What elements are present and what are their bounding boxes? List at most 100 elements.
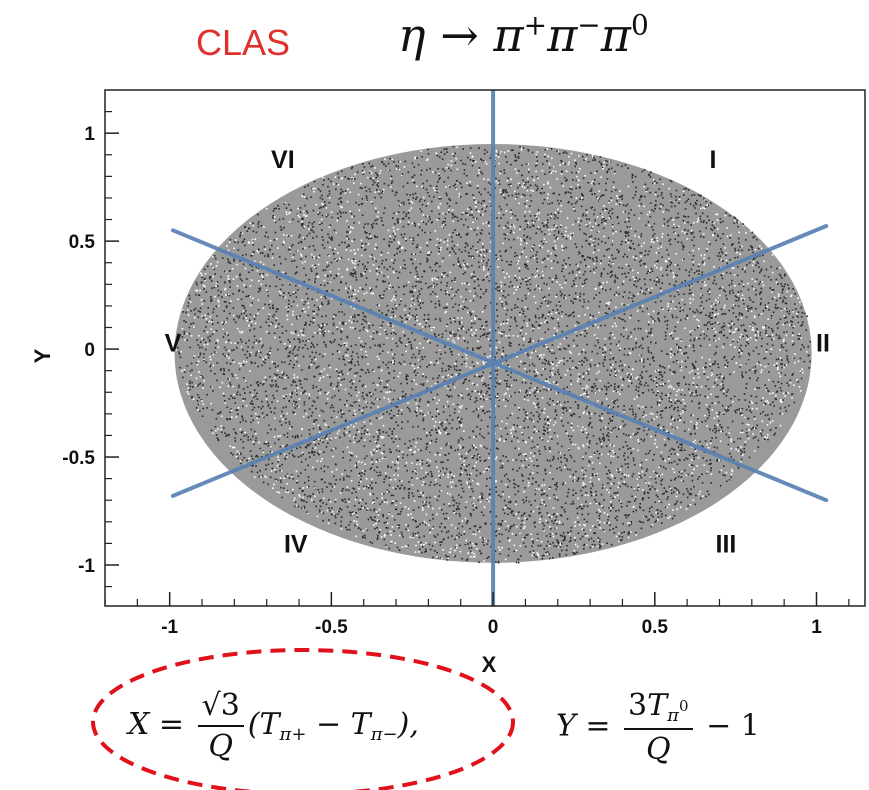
scatter-point xyxy=(463,430,465,432)
scatter-point xyxy=(534,395,537,397)
scatter-point xyxy=(624,231,626,233)
scatter-point xyxy=(558,401,561,404)
scatter-point xyxy=(584,330,586,332)
scatter-point xyxy=(370,224,373,226)
scatter-point xyxy=(212,390,214,392)
scatter-point xyxy=(595,494,597,497)
scatter-point xyxy=(284,376,286,379)
scatter-point xyxy=(435,270,437,272)
scatter-point xyxy=(445,554,447,557)
scatter-point xyxy=(747,310,749,312)
scatter-point xyxy=(650,477,652,480)
scatter-point xyxy=(616,494,619,497)
scatter-point xyxy=(355,201,357,204)
scatter-point xyxy=(547,360,550,363)
scatter-point xyxy=(285,387,287,390)
scatter-point xyxy=(598,282,601,284)
scatter-point xyxy=(452,510,455,512)
scatter-point xyxy=(237,457,239,460)
scatter-point xyxy=(310,415,313,417)
scatter-point xyxy=(485,459,487,461)
scatter-point xyxy=(723,322,725,324)
scatter-point xyxy=(441,226,444,228)
scatter-point xyxy=(379,417,381,420)
scatter-point xyxy=(780,401,783,403)
scatter-point xyxy=(570,196,572,198)
scatter-point xyxy=(664,338,667,341)
scatter-point xyxy=(523,512,526,514)
scatter-point xyxy=(359,508,362,510)
scatter-point xyxy=(684,327,686,329)
scatter-point xyxy=(791,340,794,342)
scatter-point xyxy=(656,384,658,386)
scatter-point xyxy=(498,331,500,334)
scatter-point xyxy=(681,259,684,261)
scatter-point xyxy=(641,498,644,501)
scatter-point xyxy=(232,307,235,309)
scatter-point xyxy=(201,276,204,279)
scatter-point xyxy=(282,445,284,447)
scatter-point xyxy=(558,325,560,328)
scatter-point xyxy=(501,420,503,423)
scatter-point xyxy=(627,463,629,465)
scatter-point xyxy=(681,411,684,414)
scatter-point xyxy=(632,276,634,278)
scatter-point xyxy=(351,240,353,242)
scatter-point xyxy=(779,407,782,409)
scatter-point xyxy=(740,333,743,336)
scatter-point xyxy=(594,532,596,535)
scatter-point xyxy=(256,312,259,315)
scatter-point xyxy=(496,395,499,398)
scatter-point xyxy=(279,465,281,467)
scatter-point xyxy=(729,234,732,237)
scatter-point xyxy=(556,383,559,385)
scatter-point xyxy=(697,368,699,370)
scatter-point xyxy=(280,470,283,472)
scatter-point xyxy=(397,199,400,202)
scatter-point xyxy=(621,364,623,367)
scatter-point xyxy=(629,246,631,248)
scatter-point xyxy=(352,275,354,277)
scatter-point xyxy=(523,398,526,401)
scatter-point xyxy=(572,552,574,554)
scatter-point xyxy=(799,357,802,360)
scatter-point xyxy=(678,202,680,204)
scatter-point xyxy=(472,447,475,449)
scatter-point xyxy=(228,357,230,359)
scatter-point xyxy=(239,273,241,275)
scatter-point xyxy=(524,517,526,520)
scatter-point xyxy=(511,213,514,216)
scatter-point xyxy=(357,527,360,530)
scatter-point xyxy=(524,487,527,489)
scatter-point xyxy=(447,338,449,340)
scatter-point xyxy=(634,415,637,418)
scatter-point xyxy=(279,341,282,343)
scatter-point xyxy=(485,392,488,395)
scatter-point xyxy=(482,265,485,268)
scatter-point xyxy=(748,249,750,251)
scatter-point xyxy=(346,446,349,449)
scatter-point xyxy=(393,428,395,430)
scatter-point xyxy=(346,237,348,240)
scatter-point xyxy=(306,378,308,381)
scatter-point xyxy=(373,502,375,505)
scatter-point xyxy=(225,341,227,344)
scatter-point xyxy=(436,381,439,383)
scatter-point xyxy=(405,528,407,531)
scatter-point xyxy=(436,295,438,298)
scatter-point xyxy=(651,287,653,289)
scatter-point xyxy=(365,528,368,531)
scatter-point xyxy=(512,149,514,151)
scatter-point xyxy=(315,358,317,361)
scatter-point xyxy=(653,280,656,282)
scatter-point xyxy=(544,469,546,472)
scatter-point xyxy=(586,412,589,415)
scatter-point xyxy=(370,467,373,469)
scatter-point xyxy=(590,207,592,209)
scatter-point xyxy=(581,469,584,472)
scatter-point xyxy=(181,370,183,372)
scatter-point xyxy=(245,286,248,288)
scatter-point xyxy=(393,377,395,379)
scatter-point xyxy=(581,283,584,285)
scatter-point xyxy=(335,479,337,481)
